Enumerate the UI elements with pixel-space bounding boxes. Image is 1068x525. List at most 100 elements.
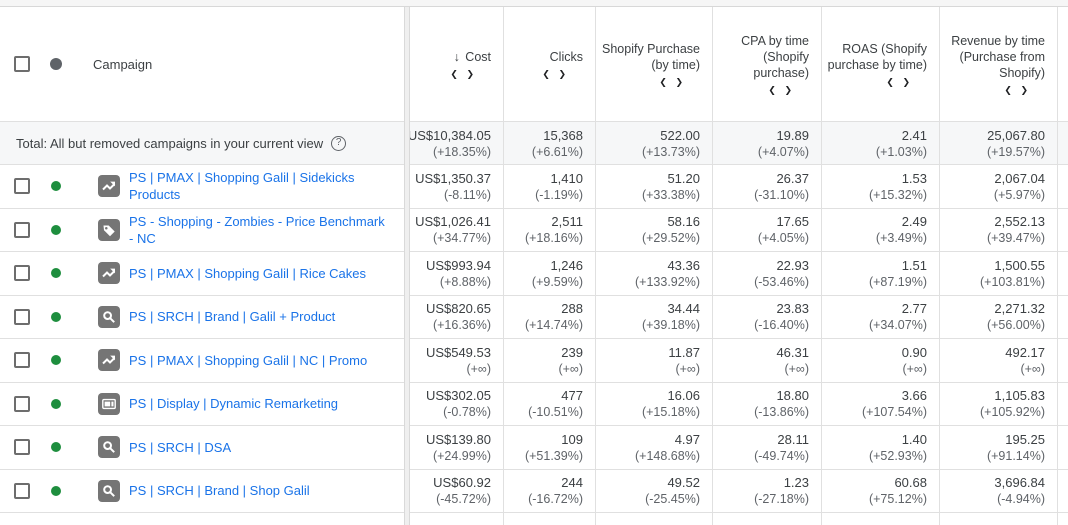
metric-cell: US$549.53 (+∞) (410, 339, 504, 382)
metric-value: 2.77 (901, 301, 927, 317)
metric-value: 2,067.04 (994, 170, 1045, 186)
metric-value: US$1,350.37 (415, 170, 491, 186)
row-overflow-cell (1058, 165, 1068, 208)
table-row-metrics: US$139.80 (+24.99%) 109 (+51.39%) 4.97 (… (410, 426, 1068, 470)
metric-cell: 58.16 (+29.52%) (596, 208, 713, 251)
campaign-link[interactable]: PS | PMAX | Shopping Galil | Sidekicks P… (129, 170, 355, 203)
column-header-label: Revenue by time (Purchase from Shopify) (951, 33, 1045, 80)
metric-delta: (+16.36%) (432, 318, 491, 333)
metric-cell: 2,511 (+18.16%) (504, 208, 596, 251)
metric-value: 2,271.32 (994, 301, 1045, 317)
row-checkbox[interactable] (14, 395, 30, 412)
metric-cell: 51.20 (+33.38%) (596, 165, 713, 208)
metric-value: 25,067.80 (987, 127, 1045, 143)
column-header-label: Clicks (549, 49, 583, 64)
metric-value: 28.11 (777, 431, 809, 447)
pmax-campaign-type-icon (98, 262, 120, 285)
metric-cell: 2.49 (+3.49%) (822, 208, 940, 251)
metric-cell: 195.25 (+91.14%) (940, 426, 1058, 469)
metric-value: 1,500.55 (994, 257, 1045, 273)
campaign-link[interactable]: PS | SRCH | Brand | Galil + Product (129, 309, 336, 325)
metric-value: US$820.65 (425, 301, 491, 317)
metric-delta: (+8.88%) (439, 274, 491, 289)
metric-cell: 2,552.13 (+39.47%) (940, 208, 1058, 251)
metric-value: 15,368 (543, 127, 583, 143)
metric-value: US$60.92 (433, 475, 491, 491)
status-enabled-icon (51, 268, 61, 279)
campaign-link[interactable]: PS | SRCH | Brand | Shop Galil (129, 483, 310, 499)
shopping-tag-icon (103, 225, 115, 236)
campaign-link[interactable]: PS - Shopping - Zombies - Price Benchmar… (129, 213, 385, 246)
row-checkbox[interactable] (14, 482, 30, 499)
metric-value: 1,246 (550, 257, 583, 273)
metric-value: US$10,384.05 (410, 127, 491, 143)
empty-cell (822, 513, 940, 525)
pane-split-band[interactable] (404, 7, 410, 525)
column-header[interactable]: Clicks ❮ ❯ (504, 7, 596, 121)
column-header[interactable]: CPA by time (Shopify purchase) ❮ ❯ (713, 7, 822, 121)
column-header[interactable]: ↓ Cost ❮ ❯ (410, 7, 504, 121)
compare-arrows-icon[interactable]: ❮ ❯ (450, 68, 477, 79)
search-icon (103, 310, 115, 323)
metric-value: 4.97 (674, 431, 700, 447)
table-row-metrics: US$820.65 (+16.36%) 288 (+14.74%) 34.44 … (410, 295, 1068, 339)
row-checkbox[interactable] (14, 439, 30, 456)
metric-cell: 288 (+14.74%) (504, 295, 596, 338)
column-header[interactable]: ROAS (Shopify purchase by time) ❮ ❯ (822, 7, 940, 121)
help-icon[interactable]: ? (331, 135, 347, 151)
metric-delta: (+∞) (558, 361, 583, 376)
status-enabled-icon (51, 485, 61, 496)
metric-cell: US$10,384.05 (+18.35%) (410, 122, 504, 164)
metric-value: 288 (561, 301, 583, 317)
row-checkbox[interactable] (14, 265, 30, 282)
column-header[interactable]: Revenue by time (Purchase from Shopify) … (940, 7, 1058, 121)
table-row-metrics: US$993.94 (+8.88%) 1,246 (+9.59%) 43.36 … (410, 252, 1068, 296)
metric-value: 244 (561, 475, 583, 491)
metric-cell: US$139.80 (+24.99%) (410, 426, 504, 469)
metric-cell: US$1,026.41 (+34.77%) (410, 208, 504, 251)
metric-cell: US$820.65 (+16.36%) (410, 295, 504, 338)
empty-cell (410, 513, 504, 525)
metric-cell: 244 (-16.72%) (504, 469, 596, 512)
campaign-link[interactable]: PS | Display | Dynamic Remarketing (129, 396, 339, 412)
metric-value: US$302.05 (425, 388, 491, 404)
metric-delta: (-1.19%) (535, 187, 583, 202)
metric-value: 58.16 (667, 214, 700, 230)
metric-delta: (-0.78%) (443, 405, 491, 420)
metric-delta: (+56.00%) (986, 318, 1045, 333)
compare-arrows-icon[interactable]: ❮ ❯ (659, 76, 686, 87)
metric-value: 0.90 (901, 344, 927, 360)
column-header[interactable]: Shopify Purchase (by time) ❮ ❯ (596, 7, 713, 121)
campaign-link[interactable]: PS | PMAX | Shopping Galil | Rice Cakes (129, 265, 367, 281)
table-row-metrics: US$1,350.37 (-8.11%) 1,410 (-1.19%) 51.2… (410, 165, 1068, 209)
metric-cell: 492.17 (+∞) (940, 339, 1058, 382)
compare-arrows-icon[interactable]: ❮ ❯ (886, 76, 913, 87)
metric-delta: (+4.07%) (757, 144, 809, 159)
row-checkbox[interactable] (14, 178, 30, 195)
campaign-column-header[interactable]: Campaign (93, 56, 153, 72)
campaign-link[interactable]: PS | PMAX | Shopping Galil | NC | Promo (129, 352, 368, 368)
select-all-checkbox[interactable] (14, 56, 30, 72)
display-campaign-type-icon (98, 392, 120, 415)
row-checkbox[interactable] (14, 221, 30, 238)
campaign-link[interactable]: PS | SRCH | DSA (129, 439, 232, 455)
table-row: PS | PMAX | Shopping Galil | Sidekicks P… (0, 165, 404, 209)
row-overflow-cell (1058, 339, 1068, 382)
status-enabled-icon (51, 442, 61, 453)
compare-arrows-icon[interactable]: ❮ ❯ (768, 84, 795, 95)
pmax-campaign-type-icon (98, 349, 120, 372)
row-checkbox[interactable] (14, 308, 30, 325)
metric-cell: 2,067.04 (+5.97%) (940, 165, 1058, 208)
column-header-label: Shopify Purchase (by time) (602, 41, 700, 72)
metric-cell: 25,067.80 (+19.57%) (940, 122, 1058, 164)
metric-value: US$1,026.41 (415, 214, 491, 230)
metric-delta: (+14.74%) (524, 318, 583, 333)
metric-delta: (+3.49%) (875, 231, 927, 246)
metric-cell: 43.36 (+133.92%) (596, 252, 713, 295)
row-checkbox[interactable] (14, 352, 30, 369)
empty-cell (713, 513, 822, 525)
compare-arrows-icon[interactable]: ❮ ❯ (542, 68, 569, 79)
search-campaign-type-icon (98, 305, 120, 328)
metric-delta: (+33.38%) (641, 187, 700, 202)
compare-arrows-icon[interactable]: ❮ ❯ (1004, 84, 1031, 95)
